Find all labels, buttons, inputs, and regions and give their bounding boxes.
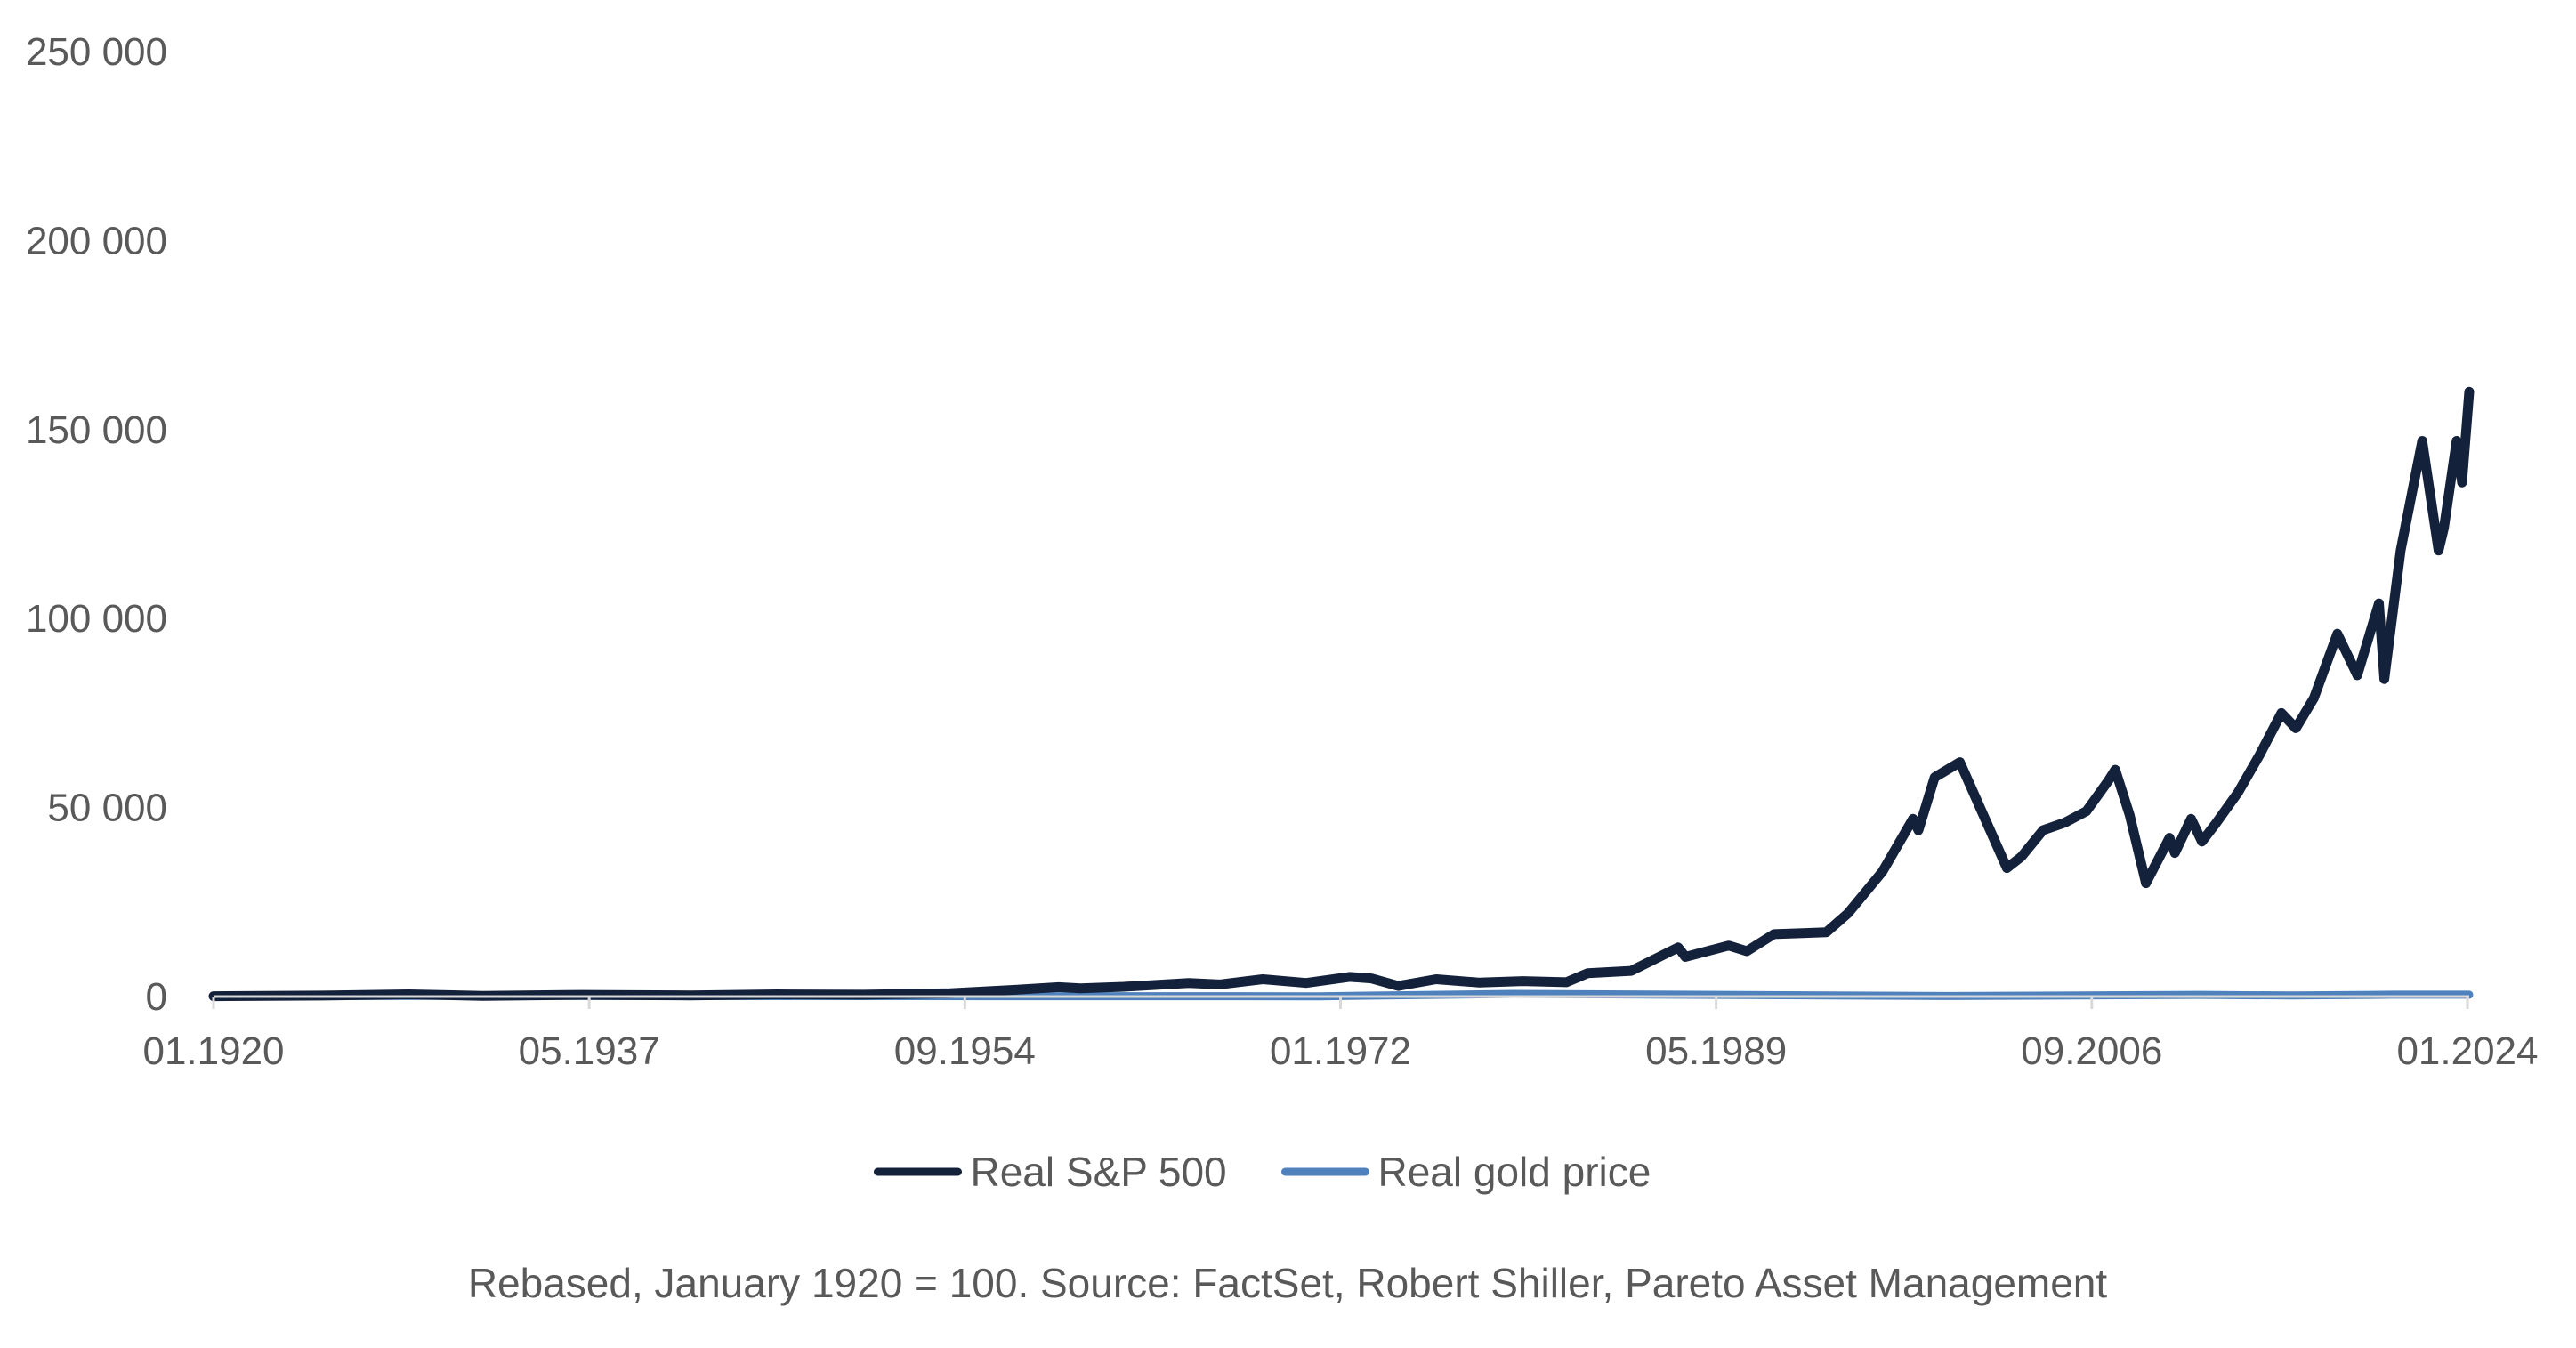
y-tick-label: 0 (146, 975, 167, 1019)
legend-label: Real gold price (1378, 1149, 1651, 1195)
y-tick-label: 200 000 (26, 219, 167, 262)
legend-label: Real S&P 500 (971, 1149, 1227, 1195)
chart-footnote: Rebased, January 1920 = 100. Source: Fac… (468, 1260, 2108, 1306)
axis-layer: 0 50 000 100 000 150 000 200 000 250 000 01.19… (26, 30, 2539, 1073)
x-tick-label: 09.1954 (894, 1029, 1036, 1073)
legend-item: Real gold price (1281, 1149, 1651, 1195)
y-tick-label: 50 000 (47, 787, 167, 830)
x-tick-label: 01.2024 (2396, 1029, 2538, 1073)
series-line-0 (208, 386, 2475, 1002)
x-tick-label: 01.1920 (142, 1029, 284, 1073)
y-tick-label: 150 000 (26, 408, 167, 452)
x-tick-label: 05.1937 (519, 1029, 660, 1073)
y-tick-label: 100 000 (26, 597, 167, 641)
x-tick-label: 09.2006 (2021, 1029, 2162, 1073)
x-tick-label: 05.1989 (1645, 1029, 1787, 1073)
x-tick-label: 01.1972 (1270, 1029, 1411, 1073)
legend-item: Real S&P 500 (874, 1149, 1227, 1195)
legend: Real S&P 500 Real gold price (874, 1149, 1651, 1195)
series-layer (208, 386, 2475, 1002)
y-tick-label: 250 000 (26, 30, 167, 74)
